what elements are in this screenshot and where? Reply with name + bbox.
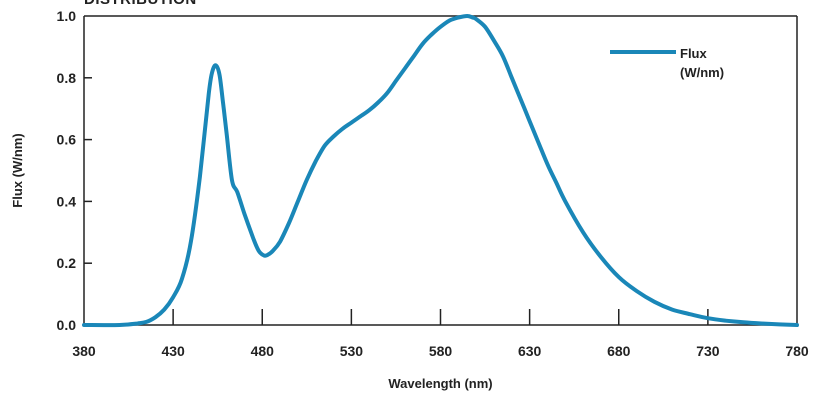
x-tick-label: 680: [607, 343, 631, 359]
chart-title: DISTRIBUTION: [84, 0, 197, 8]
legend-label: Flux (W/nm): [680, 46, 725, 80]
y-tick-label: 0.0: [57, 317, 77, 333]
y-axis-title: Flux (W/nm): [10, 133, 25, 207]
x-tick-label: 630: [518, 343, 542, 359]
series-layer: [82, 14, 799, 328]
x-tick-label: 380: [72, 343, 96, 359]
y-tick-label: 1.0: [57, 8, 77, 24]
y-tick-label: 0.4: [57, 193, 77, 209]
axes: [83, 15, 798, 326]
x-tick-label: 480: [251, 343, 275, 359]
y-tick-label: 0.6: [57, 132, 77, 148]
tick-marks: [84, 77, 709, 325]
y-tick-labels: 0.0 0.2 0.4 0.6 0.8 1.0: [57, 8, 77, 333]
x-axis-title: Wavelength (nm): [388, 376, 492, 391]
y-tick-label: 0.2: [57, 255, 77, 271]
x-tick-label: 580: [429, 343, 453, 359]
x-tick-labels: 380 430 480 530 580 630 680 730 780: [72, 343, 809, 359]
x-tick-label: 430: [161, 343, 185, 359]
series-line: [82, 14, 799, 328]
y-tick-label: 0.8: [57, 70, 77, 86]
x-tick-label: 730: [696, 343, 720, 359]
x-tick-label: 530: [340, 343, 364, 359]
x-tick-label: 780: [785, 343, 809, 359]
